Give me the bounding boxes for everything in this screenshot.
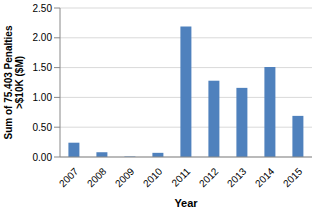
svg-text:0.00: 0.00	[33, 152, 53, 163]
svg-text:1.50: 1.50	[33, 62, 53, 73]
svg-text:2008: 2008	[85, 165, 109, 189]
svg-text:Sum of 75.403 Penalties>$10K (: Sum of 75.403 Penalties>$10K ($M)	[8, 25, 25, 139]
svg-text:2007: 2007	[57, 165, 81, 189]
svg-text:2.00: 2.00	[33, 32, 53, 43]
svg-text:2011: 2011	[169, 165, 192, 188]
svg-text:2.50: 2.50	[33, 3, 53, 14]
svg-text:2009: 2009	[113, 165, 137, 189]
svg-text:2010: 2010	[141, 165, 165, 189]
svg-text:2015: 2015	[281, 165, 305, 189]
svg-text:Year: Year	[174, 197, 198, 207]
svg-text:2014: 2014	[253, 165, 277, 189]
svg-text:2012: 2012	[197, 165, 221, 189]
svg-text:0.50: 0.50	[33, 122, 53, 133]
svg-text:1.00: 1.00	[33, 92, 53, 103]
svg-text:2013: 2013	[225, 165, 249, 189]
